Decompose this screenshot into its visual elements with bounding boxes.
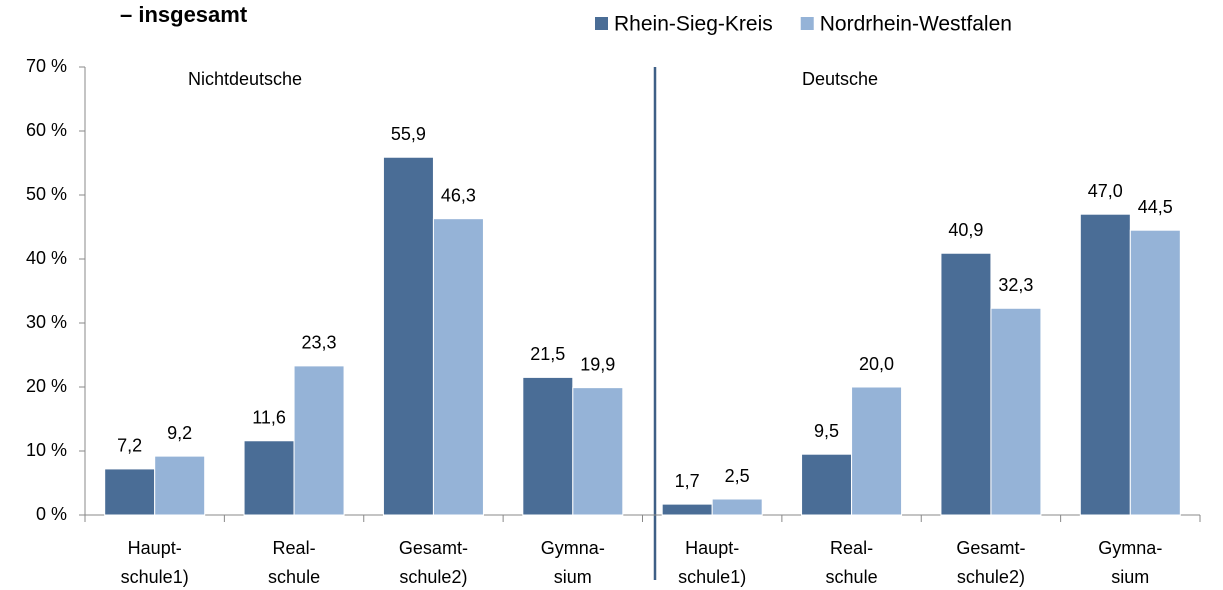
value-label: 47,0	[1088, 181, 1123, 201]
x-tick-label: Haupt-schule1)	[678, 538, 746, 587]
legend-label: Nordrhein-Westfalen	[820, 13, 1012, 36]
x-tick-label: Real-schule	[826, 538, 878, 587]
bar	[711, 498, 763, 516]
value-label: 2,5	[725, 466, 750, 486]
x-tick-label: Gesamt-schule2)	[399, 538, 468, 587]
bar	[432, 218, 484, 516]
bar	[382, 156, 434, 516]
value-label: 23,3	[302, 333, 337, 353]
y-tick-label: 60 %	[26, 120, 67, 140]
x-tick-label: Real-schule	[268, 538, 320, 587]
legend-swatch	[800, 17, 814, 30]
value-label: 55,9	[391, 124, 426, 144]
value-label: 1,7	[675, 471, 700, 491]
value-label: 20,0	[859, 354, 894, 374]
value-label: 44,5	[1138, 197, 1173, 217]
legend-label: Rhein-Sieg-Kreis	[614, 13, 773, 36]
bar	[522, 376, 574, 516]
bar	[801, 453, 853, 516]
bar	[990, 307, 1042, 516]
chart-title: – insgesamt	[120, 2, 248, 27]
x-tick-label: Haupt-schule1)	[121, 538, 189, 587]
bar	[661, 503, 713, 516]
value-label: 40,9	[948, 220, 983, 240]
value-label: 21,5	[530, 344, 565, 364]
y-tick-label: 30 %	[26, 312, 67, 332]
y-tick-label: 40 %	[26, 248, 67, 268]
x-tick-label: Gesamt-schule2)	[956, 538, 1025, 587]
value-label: 46,3	[441, 185, 476, 205]
value-label: 19,9	[580, 354, 615, 374]
group-label: Deutsche	[802, 69, 878, 89]
y-tick-label: 20 %	[26, 376, 67, 396]
y-tick-label: 0 %	[36, 504, 67, 524]
bar	[572, 387, 624, 516]
bar	[104, 468, 156, 516]
y-tick-label: 70 %	[26, 56, 67, 76]
x-tick-label: Gymna-sium	[1098, 538, 1162, 587]
value-label: 32,3	[998, 275, 1033, 295]
group-label: Nichtdeutsche	[188, 69, 302, 89]
value-label: 9,2	[167, 423, 192, 443]
legend-swatch	[595, 17, 608, 30]
bar	[243, 440, 295, 516]
y-tick-label: 50 %	[26, 184, 67, 204]
bar	[1129, 229, 1181, 516]
value-label: 7,2	[117, 436, 142, 456]
bar	[851, 386, 903, 516]
bar	[1079, 213, 1131, 516]
value-label: 9,5	[814, 421, 839, 441]
x-tick-label: Gymna-sium	[541, 538, 605, 587]
bar	[293, 365, 345, 516]
y-tick-label: 10 %	[26, 440, 67, 460]
bar	[940, 252, 992, 516]
bar	[154, 455, 206, 516]
value-label: 11,6	[252, 408, 286, 428]
